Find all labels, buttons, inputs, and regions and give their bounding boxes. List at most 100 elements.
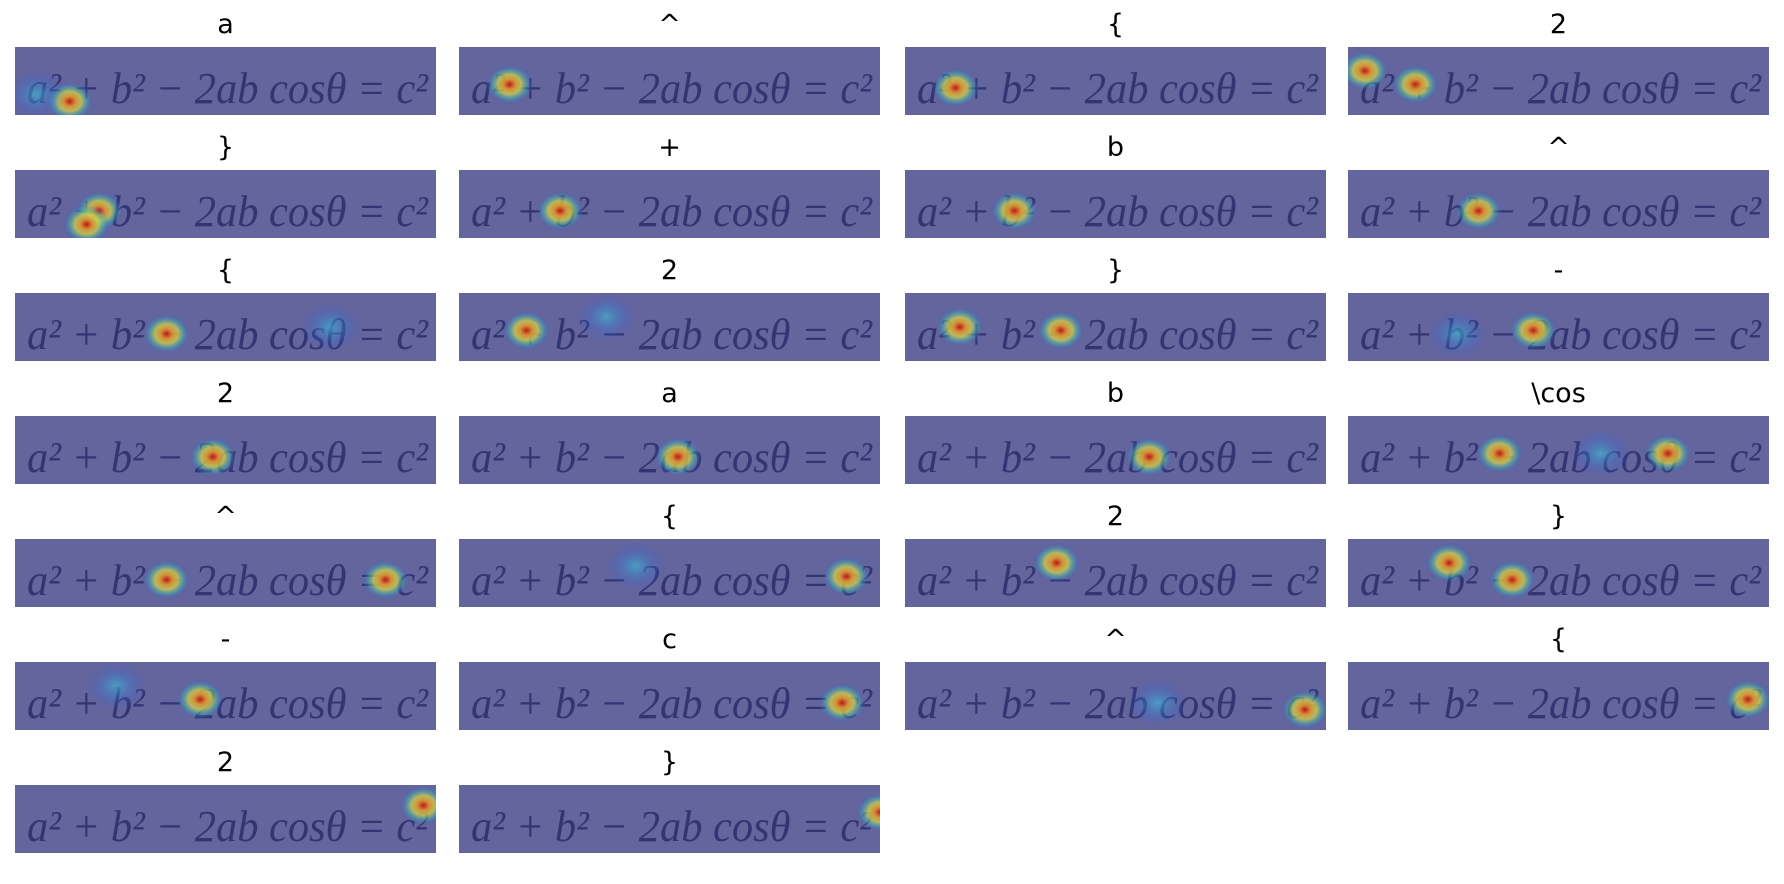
image-background: [459, 662, 880, 730]
panel-title: -: [1554, 255, 1564, 286]
attention-image: a² + b² − 2ab cosθ = c²: [905, 539, 1326, 607]
handwritten-formula: a² + b² − 2ab cosθ = c²: [27, 64, 429, 113]
attention-haze: [1570, 429, 1631, 478]
panel-title: {: [217, 255, 234, 286]
attention-haze: [576, 293, 637, 341]
attention-image: a² + b² − 2ab cosθ = c²: [459, 170, 880, 238]
panel: } a² + b² − 2ab cosθ = c²: [15, 132, 436, 238]
attention-peak: [1509, 310, 1558, 351]
image-tint: [905, 293, 1326, 361]
handwritten-formula: a² + b² − 2ab cosθ = c²: [1360, 679, 1762, 728]
handwritten-formula: a² + b² − 2ab cosθ = c²: [917, 187, 1319, 236]
attention-peak: [188, 436, 237, 477]
image-tint: [15, 539, 436, 607]
attention-image: a² + b² − 2ab cosθ = c²: [905, 416, 1326, 484]
panel: - a² + b² − 2ab cosθ = c²: [1348, 255, 1769, 361]
panel-title: 2: [217, 747, 234, 778]
panel-title: \cos: [1531, 378, 1586, 409]
image-background: [15, 293, 436, 361]
panel-title: b: [1107, 132, 1124, 163]
panel-title: ^: [658, 9, 681, 40]
attention-peak: [1391, 64, 1440, 105]
image-tint: [905, 662, 1326, 730]
image-tint: [459, 539, 880, 607]
image-tint: [459, 416, 880, 484]
panel: {a² + b² − 2ab cosθ = c²: [1348, 624, 1769, 730]
panel: 2 a² + b² − 2ab cosθ = c²: [1348, 9, 1769, 115]
panel: 2 a² + b² − 2ab cosθ = c²: [15, 747, 436, 853]
attention-peak: [856, 792, 880, 833]
panel: {a² + b² − 2ab cosθ = c²: [15, 255, 436, 361]
attention-haze: [300, 303, 361, 351]
image-background: [15, 785, 436, 853]
attention-peak: [935, 307, 984, 347]
panel-title: 2: [217, 378, 234, 409]
image-background: [1348, 662, 1769, 730]
panel-title: +: [658, 132, 681, 163]
image-background: [459, 170, 880, 238]
handwritten-formula: a² + b² − 2ab cosθ = c²: [917, 64, 1319, 113]
handwritten-formula: a² + b² − 2ab cosθ = c²: [917, 679, 1319, 728]
attention-image: a² + b² − 2ab cosθ = c²: [459, 416, 880, 484]
image-tint: [1348, 47, 1769, 115]
panel-title: {: [661, 501, 678, 532]
panel-title: }: [661, 747, 678, 778]
attention-peak: [1488, 559, 1537, 600]
handwritten-formula: a² + b² − 2ab cosθ = c²: [471, 679, 873, 728]
image-background: [1348, 539, 1769, 607]
attention-peak: [142, 313, 191, 354]
attention-image: a² + b² − 2ab cosθ = c²: [905, 293, 1326, 361]
panel-title: }: [1550, 501, 1567, 532]
panel: c a² + b² − 2ab cosθ = c²: [459, 624, 880, 730]
attention-peak: [1348, 50, 1389, 91]
panel: ^ a² + b² − 2ab cosθ = c²: [905, 624, 1326, 730]
attention-image: a² + b² − 2ab cosθ = c²: [905, 47, 1326, 115]
panel-title: -: [221, 624, 231, 655]
image-tint: [1348, 170, 1769, 238]
image-background: [1348, 170, 1769, 238]
panel: a a² + b² − 2ab cosθ = c²: [459, 378, 880, 484]
image-tint: [459, 170, 880, 238]
panel-title: }: [1107, 255, 1124, 286]
panel: } a² + b² − 2ab cosθ = c²: [905, 255, 1326, 361]
panel: + a² + b² − 2ab cosθ = c²: [459, 132, 880, 238]
image-tint: [1348, 662, 1769, 730]
attention-image: a² + b² − 2ab cosθ = c²: [1348, 416, 1769, 484]
panel: - a² + b² − 2ab cosθ = c²: [15, 624, 436, 730]
handwritten-formula: a² + b² − 2ab cosθ = c²: [917, 310, 1319, 359]
image-background: [905, 416, 1326, 484]
attention-image: a² + b² − 2ab cosθ = c²: [459, 293, 880, 361]
attention-peak: [990, 190, 1039, 231]
attention-peak: [1723, 679, 1769, 720]
image-background: [459, 785, 880, 853]
panel-title: c: [662, 624, 677, 655]
attention-image: a² + b² − 2ab cosθ = c²: [459, 47, 880, 115]
attention-peak: [1125, 436, 1174, 477]
attention-peak: [1475, 433, 1524, 474]
handwritten-formula: a² + b² − 2ab cosθ = c²: [471, 802, 873, 851]
panel: ^ a² + b² − 2ab cosθ = c²: [1348, 132, 1769, 238]
attention-peak: [1425, 542, 1474, 583]
attention-image: a² + b² − 2ab cosθ = c²: [1348, 539, 1769, 607]
image-tint: [459, 785, 880, 853]
image-tint: [459, 662, 880, 730]
image-tint: [15, 293, 436, 361]
attention-peak: [62, 204, 111, 238]
attention-image: a² + b² − 2ab cosθ = c²: [1348, 170, 1769, 238]
panel: 2 a² + b² − 2ab cosθ = c²: [459, 255, 880, 361]
attention-peak: [1280, 689, 1326, 730]
panel-title: a: [217, 9, 234, 40]
image-tint: [459, 47, 880, 115]
attention-image: a² + b² − 2ab cosθ = c²: [15, 170, 436, 238]
image-tint: [459, 293, 880, 361]
attention-peak: [399, 785, 436, 826]
attention-peak: [1036, 310, 1085, 351]
image-background: [459, 539, 880, 607]
image-tint: [15, 170, 436, 238]
panel: ^ a² + b² − 2ab cosθ = c²: [459, 9, 880, 115]
panel: 2 a² + b² − 2ab cosθ = c²: [905, 501, 1326, 607]
handwritten-formula: a² + b² − 2ab cosθ = c²: [27, 802, 429, 851]
attention-image: a² + b² − 2ab cosθ = c²: [15, 785, 436, 853]
image-background: [15, 662, 436, 730]
